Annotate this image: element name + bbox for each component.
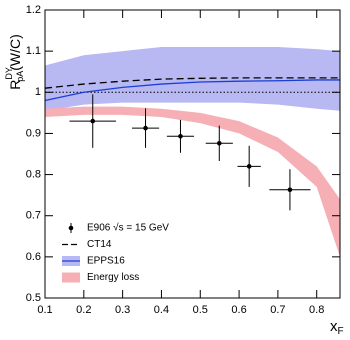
legend-label: Energy loss <box>87 272 139 283</box>
x-tick-label: 0.7 <box>270 304 285 316</box>
y-tick-label: 1.2 <box>26 4 41 16</box>
x-axis-label: xF <box>330 318 344 337</box>
plot-frame <box>44 9 341 299</box>
legend-label: E906 √s = 15 GeV <box>87 222 169 234</box>
legend-symbol <box>62 272 80 283</box>
legend-label: EPPS16 <box>87 256 125 267</box>
y-label-sub: pA <box>15 71 25 82</box>
y-tick-label: 1.1 <box>26 45 41 57</box>
legend-label: CT14 <box>87 239 112 250</box>
x-tick-label: 0.1 <box>37 304 52 316</box>
y-tick-label: 0.6 <box>26 251 41 263</box>
y-tick-label: 0.7 <box>26 210 41 222</box>
y-label-suffix: (W/C) <box>7 34 23 71</box>
legend-symbol <box>68 225 74 231</box>
x-label-sub: F <box>338 326 344 337</box>
data-point <box>216 141 222 146</box>
data-point <box>90 118 96 124</box>
x-tick-label: 0.8 <box>309 304 324 316</box>
data-point <box>287 187 293 193</box>
curve <box>44 77 340 89</box>
band <box>45 106 340 257</box>
x-tick-label: 0.5 <box>193 304 208 316</box>
x-tick-label: 0.3 <box>115 304 130 316</box>
data-point <box>246 164 252 169</box>
y-tick-label: 0.9 <box>26 127 41 139</box>
data-point <box>143 125 148 131</box>
x-tick-label: 0.4 <box>154 304 169 316</box>
x-tick-label: 0.2 <box>76 304 91 316</box>
y-label-sup: DY <box>4 67 14 79</box>
x-label-base: x <box>330 318 338 335</box>
y-axis-label: RDYpA(W/C) <box>4 34 25 90</box>
y-tick-label: 1 <box>35 86 41 98</box>
curve <box>44 79 340 102</box>
y-label-base: R <box>7 80 23 90</box>
data-point <box>178 134 183 139</box>
y-tick-label: 0.8 <box>26 168 41 180</box>
y-tick-label: 0.5 <box>26 292 41 304</box>
x-tick-label: 0.6 <box>231 304 246 316</box>
